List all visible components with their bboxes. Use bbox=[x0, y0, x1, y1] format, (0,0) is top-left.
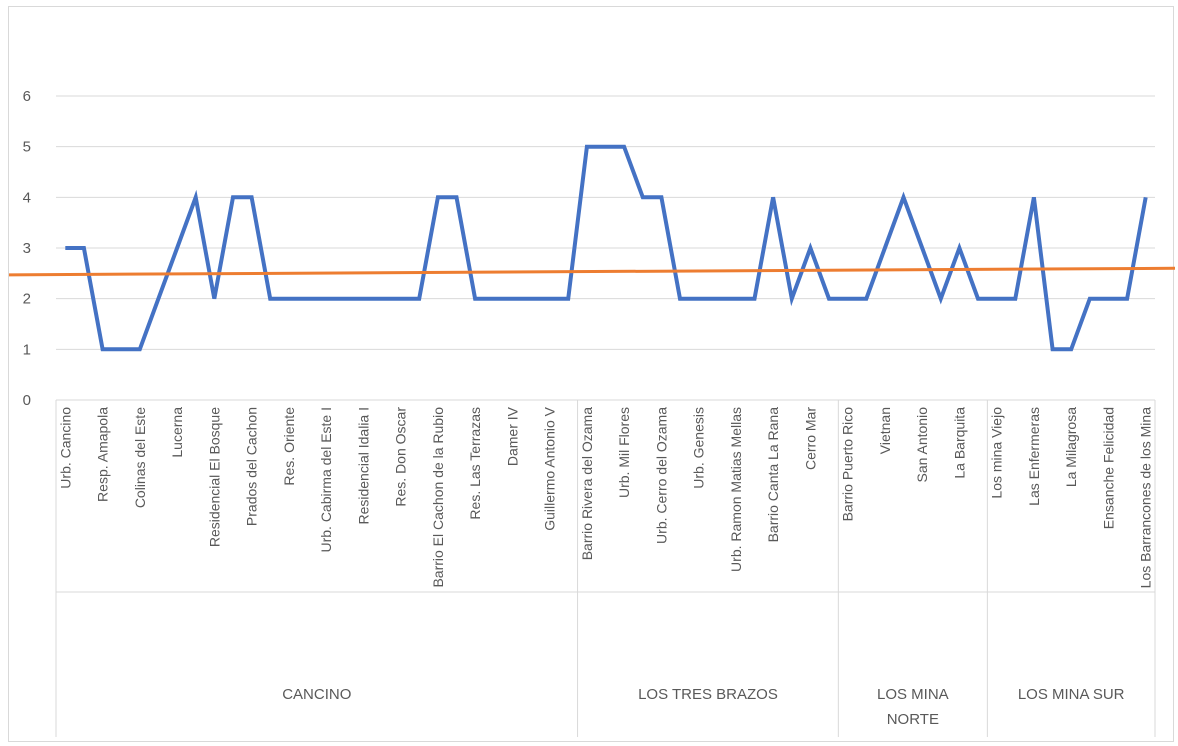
x-tick-label: Residencial El Bosque bbox=[206, 407, 222, 547]
x-tick-label: Vietnan bbox=[877, 407, 893, 454]
x-tick-label: Barrio Canta La Rana bbox=[765, 407, 781, 543]
line-chart: 0 1 2 3 4 5 6 Urb. Cancino Resp. Amapola Colinas… bbox=[9, 88, 1175, 737]
chart-area: 0 1 2 3 4 5 6 Urb. Cancino Resp. Amapola Colinas… bbox=[8, 6, 1175, 742]
trendline bbox=[9, 266, 1175, 277]
group-label: LOS MINA bbox=[877, 686, 949, 703]
x-tick-label: Prados del Cachon bbox=[244, 407, 260, 526]
y-tick-label: 5 bbox=[23, 139, 31, 156]
x-tick-label: Resp. Amapola bbox=[95, 407, 111, 502]
x-tick-label: Residencial Idalia I bbox=[355, 407, 371, 525]
x-tick-label: Urb. Cerro del Ozama bbox=[653, 407, 669, 544]
y-tick-label: 0 bbox=[23, 392, 31, 409]
y-axis-labels: 0 1 2 3 4 5 6 bbox=[23, 88, 31, 409]
x-tick-label: Barrio Puerto Rico bbox=[840, 407, 856, 522]
x-tick-label: Res. Don Oscar bbox=[393, 407, 409, 507]
x-tick-label: Urb. Mil Flores bbox=[616, 407, 632, 498]
x-tick-label: Ensanche Felicidad bbox=[1100, 407, 1116, 529]
group-label: LOS TRES BRAZOS bbox=[638, 686, 778, 703]
x-tick-label: Los mina Viejo bbox=[989, 407, 1005, 499]
y-tick-label: 2 bbox=[23, 291, 31, 308]
gridlines bbox=[56, 95, 1155, 350]
x-tick-label: Damer IV bbox=[504, 406, 520, 466]
x-tick-label: Lucerna bbox=[169, 407, 185, 458]
x-tick-label: Res. Oriente bbox=[281, 407, 297, 486]
x-tick-label: Barrio El Cachon de la Rubio bbox=[430, 407, 446, 588]
x-tick-label: Cerro Mar bbox=[802, 407, 818, 470]
group-label: NORTE bbox=[887, 711, 939, 728]
x-tick-label: Urb. Cabirma del Este I bbox=[318, 407, 334, 553]
x-tick-label: Barrio Rivera del Ozama bbox=[579, 407, 595, 560]
x-tick-label: La Milagrosa bbox=[1063, 407, 1079, 487]
x-tick-label: Urb. Cancino bbox=[57, 407, 73, 489]
x-tick-label: Guillermo Antonio V bbox=[542, 406, 558, 530]
x-tick-label: Las Enfermeras bbox=[1026, 407, 1042, 506]
x-tick-label: Los Barrancones de los Mina bbox=[1138, 407, 1154, 589]
x-tick-label: Res. Las Terrazas bbox=[467, 407, 483, 520]
y-tick-label: 6 bbox=[23, 88, 31, 105]
x-tick-label: San Antonio bbox=[914, 407, 930, 483]
y-tick-label: 4 bbox=[23, 189, 31, 206]
category-groups: CANCINO LOS TRES BRAZOS LOS MINA NORTE LOS M… bbox=[55, 400, 1156, 737]
y-tick-label: 3 bbox=[23, 240, 31, 257]
x-tick-label: Colinas del Este bbox=[132, 407, 148, 508]
series-lines bbox=[9, 144, 1175, 352]
y-tick-label: 1 bbox=[23, 341, 31, 358]
group-label: CANCINO bbox=[282, 686, 351, 703]
x-tick-label: Urb. Genesis bbox=[691, 407, 707, 489]
series-line bbox=[65, 144, 1148, 352]
x-axis: Urb. Cancino Resp. Amapola Colinas del Est… bbox=[56, 399, 1155, 589]
group-label: LOS MINA SUR bbox=[1018, 686, 1125, 703]
x-tick-label: Urb. Ramon Matias Mellas bbox=[728, 407, 744, 572]
x-tick-label: La Barquita bbox=[951, 407, 967, 479]
